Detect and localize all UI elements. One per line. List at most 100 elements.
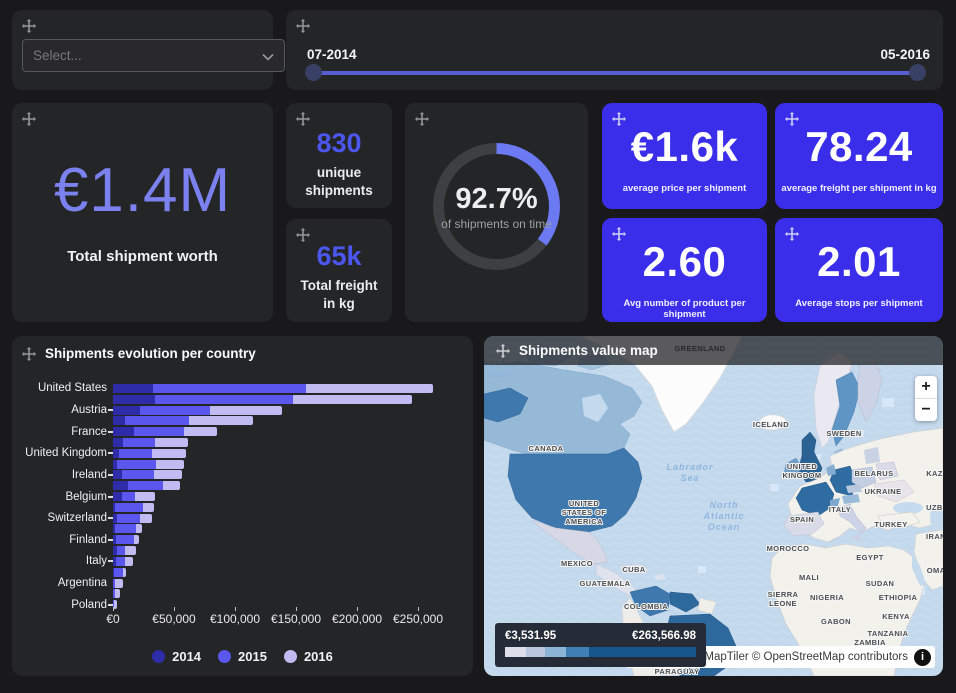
y-tick [107,495,113,498]
drag-handle-icon[interactable] [496,343,510,358]
total-worth-card: €1.4M Total shipment worth [12,103,273,322]
bar-segment-2014[interactable] [113,535,117,545]
bar-segment-2014[interactable] [113,427,134,437]
map-legend-max: €263,566.98 [632,630,696,642]
bar-segment-2015[interactable] [113,589,115,599]
map-label-uzbekistan: UZBEKISTAN [926,503,943,512]
bar-segment-2015[interactable] [153,383,307,393]
bar-segment-2016[interactable] [115,578,124,588]
bar-segment-2016[interactable] [134,492,156,502]
drag-handle-icon[interactable] [296,19,310,33]
bar-segment-2016[interactable] [142,502,155,512]
bar-segment-2014[interactable] [113,448,119,458]
bar-segment-2015[interactable] [155,394,293,404]
zoom-in-button[interactable]: + [915,376,937,399]
bar-segment-2015[interactable] [117,459,157,469]
info-icon[interactable]: i [914,648,931,666]
bar-segment-2015[interactable] [116,556,126,566]
zoom-out-button[interactable]: − [921,401,931,418]
slider-handle-end[interactable] [909,64,926,81]
bar-segment-2016[interactable] [183,427,217,437]
legend-dot [283,650,297,663]
world-map[interactable]: GREENLANDICELANDSWEDENCANADAUNITEDKINGDO… [484,336,943,676]
drag-handle-icon[interactable] [415,112,429,126]
bar-segment-2014[interactable] [113,383,154,393]
bar-segment-2016[interactable] [155,437,189,447]
bar-segment-2014[interactable] [113,492,122,502]
bar-segment-2015[interactable] [127,481,163,491]
bar-segment-2014[interactable] [113,513,118,523]
bar-segment-2016[interactable] [163,481,181,491]
bar-segment-2016[interactable] [134,535,139,545]
date-range-slider[interactable] [305,64,926,81]
legend-item-2016[interactable]: 2016 [283,649,333,664]
bar-segment-2014[interactable] [113,556,117,566]
bar-segment-2015[interactable] [114,567,123,577]
bar-segment-2015[interactable] [115,502,143,512]
bar-segment-2016[interactable] [125,556,133,566]
bar-segment-2014[interactable] [113,567,115,577]
bar-segment-2014[interactable] [113,437,124,447]
bar-segment-2015[interactable] [125,416,189,426]
bar-segment-2015[interactable] [139,405,210,415]
bar-segment-2015[interactable] [113,600,115,610]
bar-segment-2015[interactable] [116,535,135,545]
bar-segment-2016[interactable] [136,524,143,534]
total-worth-label: Total shipment worth [67,248,218,265]
bar-segment-2014[interactable] [113,470,123,480]
bar-segment-2015[interactable] [123,437,156,447]
bar-segment-2015[interactable] [122,470,155,480]
bar-segment-2016[interactable] [188,416,253,426]
bar-row-label: Austria [71,404,107,417]
drag-handle-icon[interactable] [22,112,36,126]
bar-segment-2016[interactable] [139,513,153,523]
bar-segment-2016[interactable] [122,567,127,577]
bar-row [12,437,467,448]
bar-segment-2016[interactable] [292,394,412,404]
slider-handle-start[interactable] [305,64,322,81]
drag-handle-icon[interactable] [296,228,310,242]
bar-segment-2014[interactable] [113,502,116,512]
bar-segment-2014[interactable] [113,481,128,491]
map-label-kazakhstan: KAZAKHSTAN [926,469,943,478]
bar-segment-2014[interactable] [113,546,118,556]
bar-chart-title: Shipments evolution per country [45,346,256,361]
bar-segment-2016[interactable] [114,589,120,599]
bar-segment-2016[interactable] [151,448,186,458]
legend-item-2014[interactable]: 2014 [152,649,201,664]
drag-handle-icon[interactable] [612,227,626,241]
drag-handle-icon[interactable] [296,112,310,126]
x-tick-mark [235,607,236,611]
drag-handle-icon[interactable] [785,227,799,241]
drag-handle-icon[interactable] [785,112,799,126]
total-freight-card: 65k Total freight in kg [286,219,392,322]
country-select[interactable]: Select... [22,39,285,72]
bar-segment-2015[interactable] [117,513,140,523]
bar-segment-2014[interactable] [113,394,156,404]
bar-segment-2015[interactable] [121,492,135,502]
bar-segment-2015[interactable] [113,578,116,588]
x-tick-mark [296,607,297,611]
avg-stops-card: 2.01 Average stops per shipment [775,218,943,322]
bar-segment-2015[interactable] [117,546,125,556]
bar-segment-2016[interactable] [154,470,182,480]
bar-segment-2014[interactable] [113,405,140,415]
bar-segment-2016[interactable] [209,405,282,415]
bar-segment-2014[interactable] [113,459,118,469]
bar-row: France [12,426,467,438]
bar-segment-2015[interactable] [133,427,184,437]
bar-segment-2016[interactable] [156,459,185,469]
drag-handle-icon[interactable] [22,346,36,361]
avg-price-label: average price per shipment [622,183,747,194]
map-label-sudan: SUDAN [866,579,895,588]
bar-segment-2016[interactable] [114,600,118,610]
bar-segment-2015[interactable] [114,524,137,534]
legend-item-2015[interactable]: 2015 [218,649,267,664]
bar-segment-2014[interactable] [113,416,126,426]
bar-segment-2016[interactable] [306,383,434,393]
bar-segment-2014[interactable] [113,524,115,534]
drag-handle-icon[interactable] [612,112,626,126]
drag-handle-icon[interactable] [22,19,36,33]
bar-segment-2015[interactable] [118,448,152,458]
bar-segment-2016[interactable] [124,546,137,556]
